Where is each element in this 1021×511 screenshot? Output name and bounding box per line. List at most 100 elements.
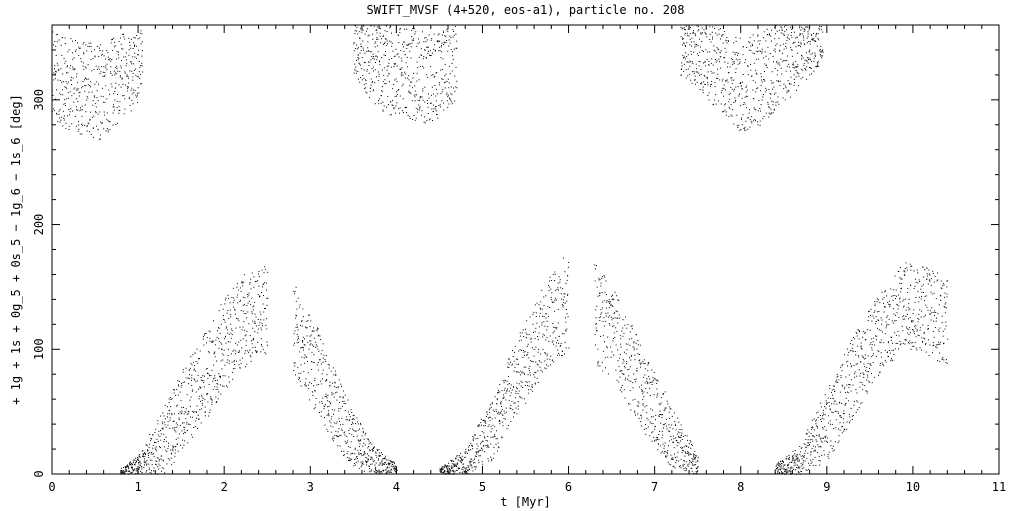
data-point: [350, 453, 352, 455]
data-point: [901, 287, 903, 289]
data-point: [614, 336, 616, 338]
data-point: [431, 38, 433, 40]
data-point: [819, 415, 821, 416]
data-point: [828, 457, 830, 459]
data-point: [132, 468, 134, 470]
data-point: [447, 466, 449, 468]
data-point: [445, 81, 447, 83]
data-point: [106, 50, 108, 52]
data-point: [224, 303, 226, 305]
data-point: [232, 350, 234, 352]
data-point: [144, 455, 146, 457]
data-point: [676, 445, 678, 447]
data-point: [361, 464, 363, 466]
data-point: [150, 440, 151, 442]
data-point: [440, 93, 442, 95]
data-point: [427, 102, 428, 104]
data-point: [517, 393, 519, 395]
data-point: [226, 312, 228, 314]
data-point: [414, 96, 416, 98]
data-point: [445, 473, 447, 475]
data-point: [214, 386, 216, 388]
data-point: [314, 390, 316, 392]
data-point: [385, 459, 387, 461]
data-point: [360, 43, 362, 45]
data-point: [810, 68, 812, 69]
data-point: [411, 29, 413, 31]
data-point: [852, 344, 854, 346]
data-point: [841, 426, 843, 428]
data-point: [385, 38, 387, 40]
data-point: [815, 55, 816, 57]
data-point: [556, 339, 558, 341]
data-point: [691, 82, 693, 84]
data-point: [489, 407, 491, 409]
data-point: [402, 98, 404, 100]
data-point: [595, 327, 597, 329]
data-point: [410, 93, 412, 95]
data-point: [607, 312, 609, 314]
data-point: [145, 461, 147, 463]
data-point: [394, 107, 396, 109]
data-point: [456, 455, 458, 457]
data-point: [212, 341, 214, 343]
data-point: [140, 473, 142, 475]
data-point: [204, 415, 206, 417]
data-point: [320, 363, 322, 365]
data-point: [501, 408, 503, 410]
data-point: [634, 410, 636, 412]
data-point: [163, 460, 165, 462]
data-point: [760, 85, 762, 87]
data-point: [87, 122, 89, 124]
data-point: [238, 350, 240, 352]
data-point: [57, 121, 59, 123]
data-point: [627, 378, 628, 380]
data-point: [566, 328, 568, 330]
data-point: [808, 29, 810, 31]
data-point: [556, 342, 557, 344]
data-point: [662, 434, 664, 436]
data-point: [476, 443, 478, 445]
data-point: [605, 294, 607, 295]
data-point: [369, 468, 371, 469]
data-point: [770, 113, 772, 115]
data-point: [782, 466, 784, 468]
data-point: [416, 45, 418, 47]
data-point: [443, 82, 445, 84]
data-point: [501, 406, 502, 407]
data-point: [498, 411, 500, 413]
data-point: [683, 27, 685, 29]
data-point: [124, 72, 126, 74]
data-point: [173, 413, 175, 415]
data-point: [218, 310, 220, 312]
data-point: [172, 421, 174, 422]
data-point: [884, 306, 886, 308]
data-point: [469, 465, 471, 467]
data-point: [194, 365, 195, 367]
data-point: [537, 364, 539, 366]
data-point: [440, 106, 442, 108]
data-point: [849, 420, 851, 422]
data-point: [447, 31, 449, 33]
data-point: [781, 29, 783, 31]
data-point: [880, 342, 882, 344]
data-point: [125, 59, 127, 61]
data-point: [601, 307, 603, 309]
data-point: [703, 51, 704, 52]
data-point: [504, 418, 506, 420]
data-point: [687, 452, 689, 454]
data-point: [595, 344, 596, 346]
data-point: [695, 35, 697, 37]
data-point: [530, 338, 532, 340]
data-point: [155, 446, 157, 448]
data-point: [464, 456, 466, 458]
data-point: [428, 97, 430, 99]
data-point: [138, 460, 139, 461]
data-point: [744, 126, 746, 128]
data-point: [895, 342, 897, 344]
data-point: [734, 52, 736, 54]
data-point: [141, 472, 143, 473]
data-point: [395, 91, 397, 93]
data-point: [698, 29, 700, 31]
data-point: [662, 443, 664, 445]
